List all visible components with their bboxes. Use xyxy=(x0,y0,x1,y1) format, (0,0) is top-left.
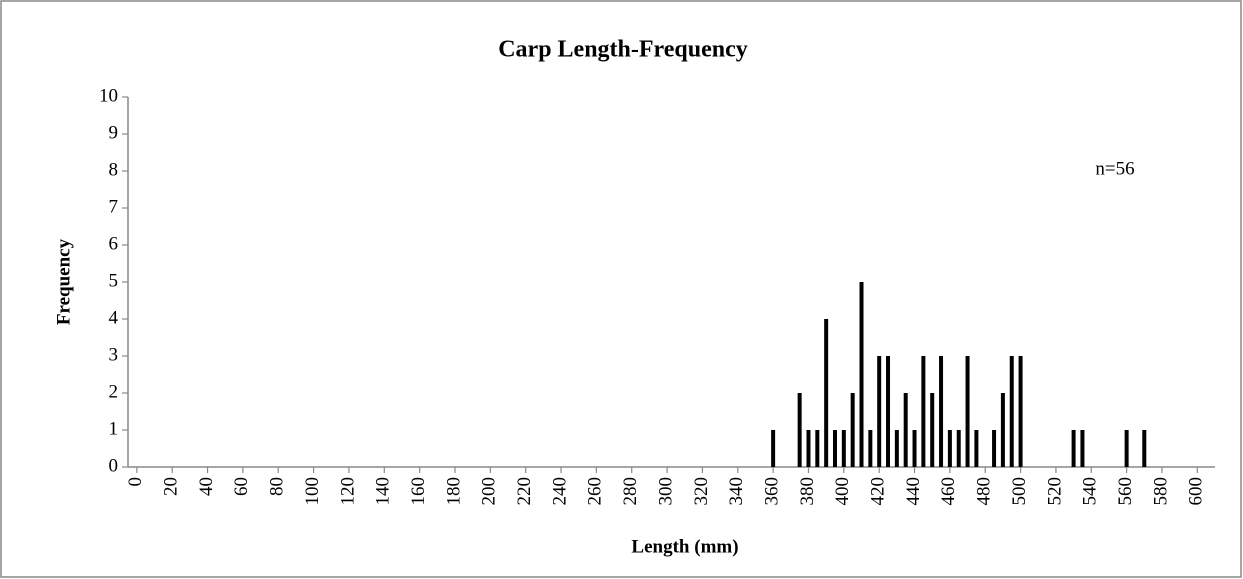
bar xyxy=(815,430,820,467)
x-tick-label: 600 xyxy=(1186,477,1207,506)
y-tick-label: 3 xyxy=(109,344,119,365)
y-tick-label: 9 xyxy=(109,122,119,143)
x-tick-label: 460 xyxy=(938,477,959,506)
bar xyxy=(868,430,873,467)
x-tick-label: 100 xyxy=(302,477,323,506)
y-tick-label: 10 xyxy=(99,85,118,106)
x-tick-label: 320 xyxy=(691,477,712,506)
bar xyxy=(771,430,776,467)
bar xyxy=(894,430,899,467)
bar xyxy=(956,430,961,467)
x-tick-label: 520 xyxy=(1044,477,1065,506)
bar xyxy=(939,356,944,467)
y-tick-label: 5 xyxy=(109,270,119,291)
y-tick-label: 1 xyxy=(109,418,119,439)
x-tick-label: 40 xyxy=(196,477,217,496)
x-tick-label: 420 xyxy=(868,477,889,506)
x-tick-label: 440 xyxy=(903,477,924,506)
y-tick-label: 7 xyxy=(109,196,119,217)
y-tick-label: 2 xyxy=(109,381,119,402)
x-tick-label: 260 xyxy=(585,477,606,506)
bar xyxy=(1124,430,1129,467)
x-tick-label: 0 xyxy=(125,477,146,487)
y-axis-label: Frequency xyxy=(53,238,74,325)
bar xyxy=(806,430,811,467)
x-tick-label: 360 xyxy=(761,477,782,506)
x-tick-label: 240 xyxy=(549,477,570,506)
y-tick-label: 6 xyxy=(109,233,119,254)
annotation: n=56 xyxy=(1095,158,1134,179)
y-tick-label: 0 xyxy=(109,455,119,476)
x-tick-label: 220 xyxy=(514,477,535,506)
x-tick-label: 160 xyxy=(408,477,429,506)
x-tick-label: 60 xyxy=(231,477,252,496)
bar xyxy=(850,393,855,467)
bar xyxy=(947,430,952,467)
x-tick-label: 340 xyxy=(726,477,747,506)
x-tick-label: 140 xyxy=(373,477,394,506)
x-tick-label: 80 xyxy=(267,477,288,496)
bar xyxy=(1009,356,1014,467)
x-tick-label: 200 xyxy=(479,477,500,506)
bar xyxy=(859,282,864,467)
x-tick-label: 580 xyxy=(1150,477,1171,506)
x-tick-label: 380 xyxy=(797,477,818,506)
x-tick-label: 480 xyxy=(974,477,995,506)
x-tick-label: 20 xyxy=(161,477,182,496)
bar xyxy=(921,356,926,467)
bar xyxy=(1071,430,1076,467)
bar xyxy=(841,430,846,467)
x-tick-label: 180 xyxy=(443,477,464,506)
bar xyxy=(1142,430,1147,467)
y-tick-label: 4 xyxy=(109,307,119,328)
bar xyxy=(1018,356,1023,467)
chart-title: Carp Length-Frequency xyxy=(498,37,748,63)
bar xyxy=(832,430,837,467)
bar xyxy=(877,356,882,467)
x-tick-label: 500 xyxy=(1009,477,1030,506)
x-tick-label: 280 xyxy=(620,477,641,506)
x-tick-label: 400 xyxy=(832,477,853,506)
bar xyxy=(912,430,917,467)
bar xyxy=(974,430,979,467)
x-tick-label: 300 xyxy=(655,477,676,506)
bar xyxy=(886,356,891,467)
bar xyxy=(1000,393,1005,467)
bar xyxy=(1080,430,1085,467)
bar xyxy=(797,393,802,467)
bar xyxy=(965,356,970,467)
x-tick-label: 540 xyxy=(1080,477,1101,506)
x-tick-label: 120 xyxy=(337,477,358,506)
bar xyxy=(930,393,935,467)
x-axis-label: Length (mm) xyxy=(631,536,738,557)
y-tick-label: 8 xyxy=(109,159,119,180)
bar xyxy=(824,319,829,467)
x-tick-label: 560 xyxy=(1115,477,1136,506)
bar xyxy=(903,393,908,467)
bar xyxy=(992,430,997,467)
